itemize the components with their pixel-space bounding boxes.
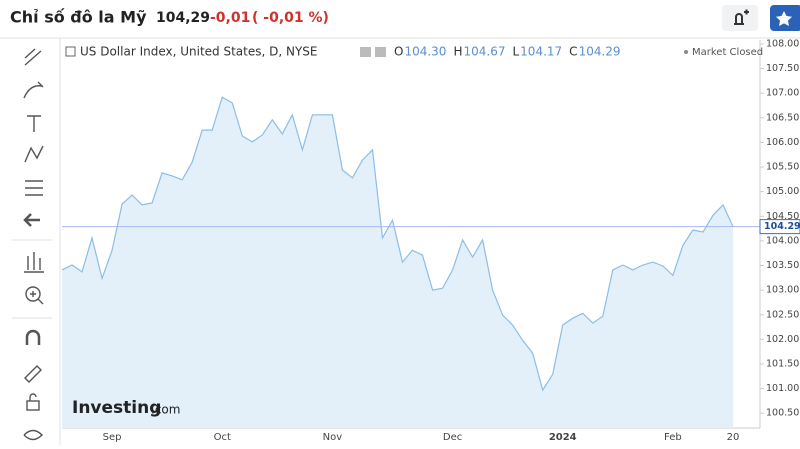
last-price-tag	[759, 219, 800, 235]
price-line	[61, 96, 734, 392]
y-tick-label: 101.00	[766, 383, 799, 394]
text-tool[interactable]	[27, 115, 41, 132]
page-title: Chỉ số đô la Mỹ	[10, 8, 147, 27]
y-tick-label: 102.50	[766, 309, 799, 320]
change-pct: ( -0,01 %)	[252, 10, 329, 26]
pattern-tool[interactable]	[24, 145, 44, 163]
y-tick-label: 101.50	[766, 358, 799, 369]
x-tick-label: Oct	[214, 432, 231, 443]
back-tool[interactable]	[23, 213, 40, 227]
fib-tool[interactable]	[25, 180, 43, 196]
x-tick-label: 2024	[549, 432, 577, 443]
eye-tool[interactable]	[23, 429, 43, 441]
plot	[61, 96, 734, 428]
area-fill	[62, 97, 733, 428]
y-tick-label: 104.50	[766, 211, 799, 222]
y-tick-label: 107.50	[766, 63, 799, 74]
y-tick-label: 106.00	[766, 137, 799, 148]
market-status: Market Closed	[692, 47, 763, 58]
magnet-tool[interactable]	[25, 329, 41, 345]
status-dot	[684, 50, 688, 54]
y-tick-label: 105.00	[766, 186, 799, 197]
change: -0,01	[210, 10, 250, 26]
alert-button[interactable]	[722, 5, 758, 31]
x-tick-label: Sep	[103, 432, 122, 443]
y-tick-label: 104.00	[766, 235, 799, 246]
brush-tool[interactable]	[23, 81, 44, 99]
y-tick-label: 100.50	[766, 408, 799, 419]
zoom-tool[interactable]	[25, 286, 41, 302]
watermark-suffix: .com	[151, 403, 180, 417]
collapse-icon[interactable]	[65, 46, 76, 57]
close-icon[interactable]	[375, 47, 386, 57]
lock-tool[interactable]	[26, 400, 40, 411]
legend-title: US Dollar Index, United States, D, NYSE	[80, 45, 318, 59]
x-tick-label: Dec	[443, 432, 462, 443]
ohlc-label: L	[512, 45, 519, 59]
settings-icon[interactable]	[360, 47, 371, 57]
y-tick-label: 102.00	[766, 334, 799, 345]
y-tick-label: 107.00	[766, 88, 799, 99]
ohlc-label: H	[453, 45, 462, 59]
zoom-plus	[30, 291, 44, 305]
button-bg[interactable]	[722, 5, 758, 31]
trendline-tool[interactable]	[24, 48, 42, 66]
x-tick-label: Feb	[664, 432, 682, 443]
toolbar	[23, 48, 44, 441]
indicator-tool[interactable]	[24, 252, 44, 273]
star-icon	[776, 11, 792, 26]
y-tick-label: 105.50	[766, 162, 799, 173]
ohlc-label: O	[394, 45, 403, 59]
ohlc-value: 104.29	[579, 45, 621, 59]
lock-shackle	[29, 393, 37, 401]
y-tick-label: 108.00	[766, 38, 799, 49]
last-price-label: 104.29	[764, 221, 800, 232]
y-tick-label: 103.00	[766, 285, 799, 296]
price: 104,29	[156, 10, 210, 26]
x-tick-label: 20	[727, 432, 740, 443]
y-tick-label: 106.50	[766, 112, 799, 123]
pencil-tool[interactable]	[24, 365, 42, 383]
watermark: Investing	[72, 398, 161, 418]
ohlc-value: 104.30	[404, 45, 446, 59]
ohlc-value: 104.17	[520, 45, 562, 59]
x-tick-label: Nov	[323, 432, 343, 443]
y-tick-label: 103.50	[766, 260, 799, 271]
ohlc-value: 104.67	[463, 45, 505, 59]
ohlc-label: C	[569, 45, 577, 59]
bell-icon	[734, 9, 749, 25]
watchlist-button[interactable]	[770, 5, 800, 31]
